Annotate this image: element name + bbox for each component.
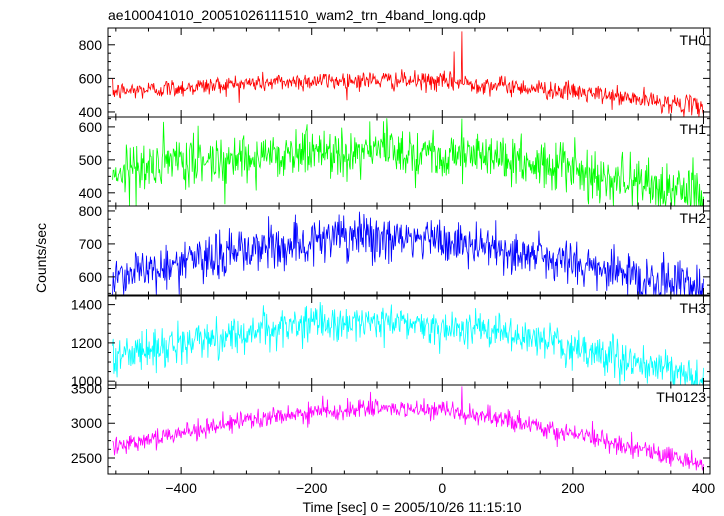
- series-line-th0123: [112, 386, 704, 472]
- y-tick-label: 2500: [71, 450, 102, 466]
- panel-th0: 400 600 800 TH0: [79, 27, 711, 120]
- y-tick-label: 400: [79, 185, 103, 201]
- y-tick-label: 1200: [71, 335, 102, 351]
- y-tick-label: 500: [79, 152, 103, 168]
- x-axis-title: Time [sec] 0 = 2005/10/26 11:15:10: [302, 499, 521, 515]
- series-label-th3: TH3: [680, 300, 707, 316]
- y-tick-label: 600: [79, 269, 103, 285]
- series-line-th1: [112, 118, 704, 208]
- panel-frame: [107, 384, 711, 475]
- series-line-th0: [112, 31, 704, 118]
- y-tick-label: 800: [79, 203, 103, 219]
- x-tick-label: −200: [296, 480, 328, 496]
- x-tick-label: 400: [692, 480, 716, 496]
- series-label-th2: TH2: [680, 210, 707, 226]
- chart-title: ae100041010_20051026111510_wam2_trn_4ban…: [108, 7, 486, 23]
- series-line-th3: [112, 301, 704, 386]
- series-label-th0123: TH0123: [656, 389, 706, 405]
- panel-th0123: 2500 3000 3500 TH0123: [71, 380, 711, 475]
- y-tick-label: 1400: [71, 297, 102, 313]
- y-tick-label: 3000: [71, 415, 102, 431]
- panel-th3: 1000 1200 1400 TH3: [71, 295, 711, 389]
- y-tick-label: 3500: [71, 380, 102, 396]
- y-tick-label: 800: [79, 37, 103, 53]
- x-tick-label: 200: [561, 480, 585, 496]
- series-label-th1: TH1: [680, 121, 707, 137]
- panel-th2: 600 700 800 TH2: [79, 203, 711, 296]
- panel-frame: [107, 205, 711, 296]
- y-tick-label: 600: [79, 70, 103, 86]
- y-axis-title: Counts/sec: [33, 223, 49, 293]
- series-label-th0: TH0: [680, 32, 707, 48]
- y-tick-label: 1000: [71, 373, 102, 389]
- series-line-th2: [112, 211, 704, 296]
- panel-th1: 400 500 600 TH1: [79, 116, 711, 208]
- y-tick-label: 600: [79, 119, 103, 135]
- x-tick-label: 0: [438, 480, 446, 496]
- x-tick-label: −400: [165, 480, 197, 496]
- y-tick-label: 400: [79, 104, 103, 120]
- y-tick-label: 700: [79, 236, 103, 252]
